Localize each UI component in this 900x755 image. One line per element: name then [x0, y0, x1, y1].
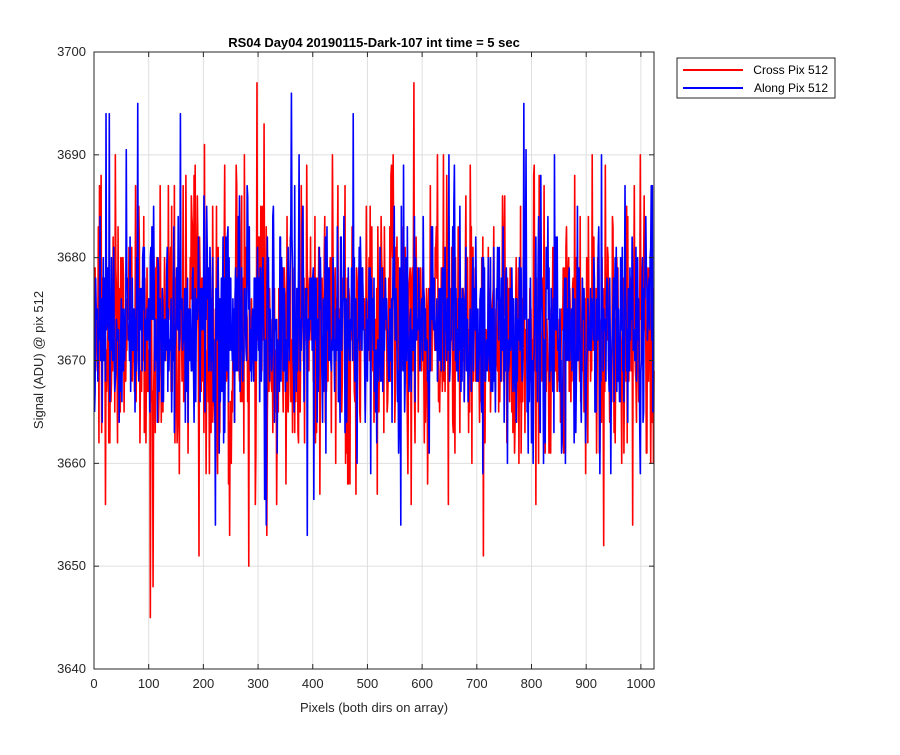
y-tick-label: 3680 [57, 250, 86, 265]
x-axis-label: Pixels (both dirs on array) [300, 700, 448, 715]
x-tick-labels: 0 100 200 300 400 500 600 700 800 900 1000 [90, 676, 655, 691]
y-tick-label: 3670 [57, 353, 86, 368]
x-tick-label: 500 [357, 676, 379, 691]
series-line-along-pix-512 [93, 92, 655, 537]
y-tick-label: 3690 [57, 147, 86, 162]
chart-title: RS04 Day04 20190115-Dark-107 int time = … [228, 35, 520, 50]
y-tick-label: 3700 [57, 44, 86, 59]
x-tick-label: 0 [90, 676, 97, 691]
x-tick-label: 200 [193, 676, 215, 691]
y-tick-label: 3650 [57, 558, 86, 573]
x-tick-label: 100 [138, 676, 160, 691]
x-tick-label: 700 [466, 676, 488, 691]
legend[interactable]: Cross Pix 512 Along Pix 512 [676, 57, 836, 99]
tick-marks [93, 51, 654, 670]
x-tick-label: 1000 [626, 676, 655, 691]
legend-label-cross-pix: Cross Pix 512 [753, 63, 828, 77]
x-tick-label: 800 [521, 676, 543, 691]
x-tick-label: 600 [411, 676, 433, 691]
y-tick-label: 3660 [57, 455, 86, 470]
y-tick-label: 3640 [57, 661, 86, 676]
series-layer [93, 82, 655, 619]
x-tick-label: 400 [302, 676, 324, 691]
y-axis-label: Signal (ADU) @ pix 512 [31, 291, 46, 429]
legend-label-along-pix: Along Pix 512 [754, 81, 828, 95]
y-tick-labels: 3640 3650 3660 3670 3680 3690 3700 [57, 44, 86, 676]
legend-box [676, 57, 836, 99]
x-tick-label: 300 [247, 676, 269, 691]
x-tick-label: 900 [575, 676, 597, 691]
